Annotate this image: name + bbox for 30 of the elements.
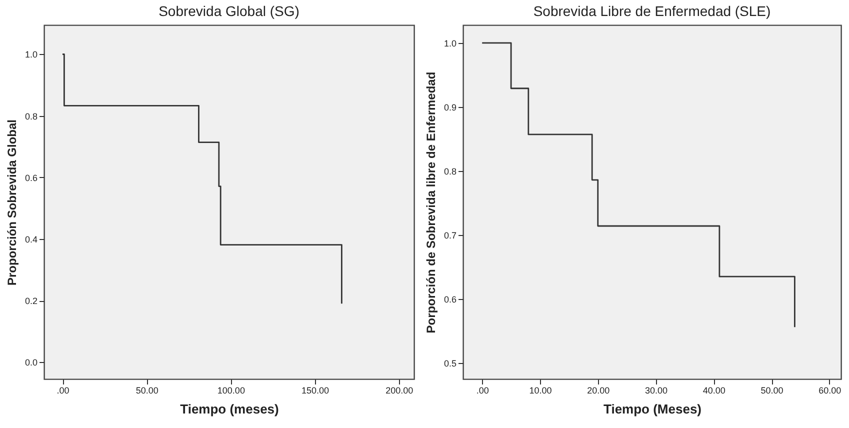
y-tick-label: 1.0	[24, 50, 38, 60]
y-tick-label: 0.5	[444, 358, 456, 368]
x-axis-title: Tiempo (Meses)	[603, 402, 702, 416]
y-tick-label: 0.2	[24, 296, 38, 306]
x-tick-label: .00	[56, 386, 70, 396]
x-tick-label: 100.00	[217, 386, 245, 396]
x-tick-label: 50.00	[136, 386, 158, 396]
y-tick-label: 0.9	[444, 102, 456, 112]
chart-title: Sobrevida Libre de Enfermedad (SLE)	[533, 3, 771, 19]
y-tick-label: 0.6	[444, 294, 456, 304]
x-tick-label: 150.00	[302, 386, 330, 396]
y-tick-label: 0.4	[24, 234, 38, 244]
x-tick-label: 50.00	[760, 386, 784, 396]
y-tick-label: 1.0	[444, 38, 456, 48]
x-tick-label: 20.00	[587, 386, 610, 396]
y-tick-label: 0.7	[444, 230, 456, 240]
x-tick-label: 30.00	[644, 386, 668, 396]
y-tick-label: 0.8	[444, 166, 456, 176]
x-tick-label: 40.00	[702, 386, 726, 396]
chart-title: Sobrevida Global (SG)	[158, 3, 300, 19]
x-tick-label: .00	[476, 386, 489, 396]
y-axis-title: Porporción de Sobrevida libre de Enfermedad	[424, 72, 438, 334]
x-axis-title: Tiempo (meses)	[180, 402, 279, 416]
x-tick-label: 60.00	[818, 386, 842, 396]
y-tick-label: 0.0	[24, 358, 38, 368]
y-axis-title: Proporción Sobrevida Global	[4, 119, 19, 286]
y-tick-label: 0.8	[24, 111, 38, 122]
x-tick-label: 200.00	[386, 386, 414, 396]
y-tick-label: 0.6	[24, 172, 38, 183]
x-tick-label: 10.00	[529, 386, 552, 396]
